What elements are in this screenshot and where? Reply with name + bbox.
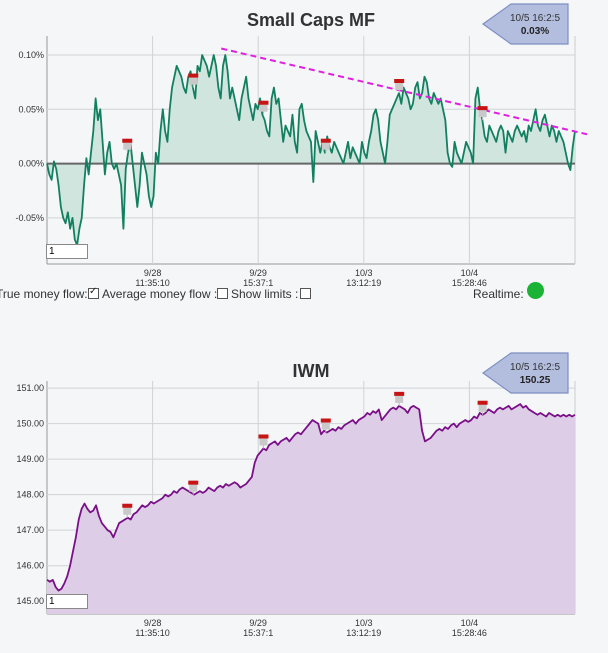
x-tick-time: 15:37:1 [243,628,273,638]
callout-time: 10/5 16:2:5 [510,362,560,373]
x-tick-time: 15:37:1 [243,278,273,288]
average-money-flow-checkbox[interactable] [217,288,228,299]
event-flag-icon [394,391,405,396]
event-flag-icon [188,73,199,78]
callout-arrow-shape [481,352,569,394]
zoom-input-top[interactable] [46,244,88,259]
iwm-chart: IWM 151.00 150.00 149.00 148.00 147.00 146.00 1… [16,352,576,638]
y-tick-label: 0.05% [18,104,44,114]
small-caps-mf-chart: Small Caps MF 0.10% 0.05% 0.00% -0.05% 9/2811… [15,3,588,288]
show-limits-checkbox[interactable] [300,288,311,299]
x-tick-date: 10/3 [355,268,373,278]
event-flag-body [189,76,198,85]
callout-time: 10/5 16:2:5 [510,13,560,24]
trend-line [221,47,588,136]
iwm-panel: IWM 151.00 150.00 149.00 148.00 147.00 146.00 1… [0,345,608,653]
x-tick-date: 9/29 [249,618,267,628]
x-tick-date: 9/28 [144,618,162,628]
small-caps-mf-panel: Small Caps MF 0.10% 0.05% 0.00% -0.05% 9/28 11… [0,0,608,310]
event-flag-icon [258,434,269,439]
y-tick-label: -0.05% [15,213,44,223]
y-tick-label: 148.00 [16,490,44,500]
x-tick-time: 13:12:19 [346,628,381,638]
true-money-flow-checkbox[interactable] [88,286,99,299]
event-flag-body [259,103,268,112]
y-tick-label: 150.00 [16,419,44,429]
x-tick-date: 9/29 [249,268,267,278]
event-flag-icon [477,400,488,405]
x-tick-time: 15:28:46 [452,278,487,288]
chart-title: Small Caps MF [247,10,375,30]
event-flag-icon [188,480,199,485]
event-flag-icon [258,100,269,105]
realtime-label: Realtime: [473,287,524,301]
event-flag-body [478,403,487,412]
x-tick-time: 11:35:10 [135,278,169,288]
value-callout: 10/5 16:2:5 0.03% [481,3,569,45]
x-tick-date: 10/4 [461,618,479,628]
event-flag-icon [122,503,133,508]
realtime-status-indicator [527,282,544,299]
y-tick-label: 151.00 [16,383,44,393]
event-flag-body [189,483,198,492]
series-line [46,54,576,246]
event-flag-icon [394,79,405,83]
value-callout: 10/5 16:2:5 150.25 [481,352,569,394]
event-flag-body [321,421,330,430]
event-flag-icon [122,138,133,143]
callout-value: 0.03% [521,26,549,37]
y-tick-label: 149.00 [16,454,44,464]
event-flag-body [321,141,330,150]
y-tick-label: 146.00 [16,561,44,571]
y-tick-label: 0.10% [18,50,44,60]
zoom-input-bottom[interactable] [46,594,88,609]
y-tick-label: 0.00% [18,159,44,169]
event-flag-body [395,394,404,403]
event-flag-body [395,82,404,90]
callout-value: 150.25 [520,375,551,386]
x-tick-date: 10/3 [355,618,373,628]
event-flag-body [478,109,487,118]
event-flag-body [123,141,132,150]
event-flag-icon [477,106,488,111]
x-tick-date: 10/4 [461,268,479,278]
event-flag-icon [320,138,331,143]
event-flag-body [259,437,268,446]
callout-arrow-shape [481,3,569,45]
series-line [46,403,576,592]
x-tick-time: 11:35:10 [135,628,169,638]
chart-title: IWM [293,361,330,381]
show-limits-label: Show limits : [231,287,299,301]
x-tick-date: 9/28 [144,268,162,278]
y-tick-label: 147.00 [16,525,44,535]
true-money-flow-label: True money flow: [0,287,88,301]
event-flag-body [123,506,132,515]
series-area-fill [47,404,575,614]
event-flag-icon [320,418,331,423]
chart-controls: True money flow: Average money flow : Sh… [0,285,608,303]
y-tick-label: 145.00 [16,596,44,606]
x-tick-time: 13:12:19 [346,278,381,288]
x-tick-time: 15:28:46 [452,628,487,638]
average-money-flow-label: Average money flow : [102,287,218,301]
